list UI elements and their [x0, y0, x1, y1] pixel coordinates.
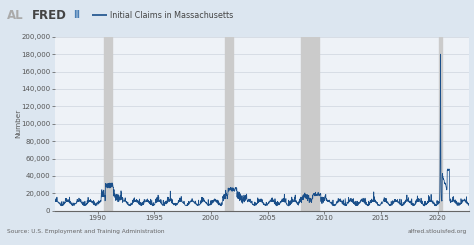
Y-axis label: Number: Number [15, 109, 21, 138]
Bar [104, 37, 112, 211]
Text: alfred.stlouisfed.org: alfred.stlouisfed.org [408, 229, 467, 234]
Text: ll: ll [73, 10, 81, 20]
Text: AL: AL [7, 9, 24, 22]
Text: FRED: FRED [32, 9, 67, 22]
Bar [439, 37, 442, 211]
Bar [301, 37, 319, 211]
Text: Source: U.S. Employment and Training Administration: Source: U.S. Employment and Training Adm… [7, 229, 164, 234]
Bar [225, 37, 233, 211]
Text: Initial Claims in Massachusetts: Initial Claims in Massachusetts [110, 11, 233, 20]
